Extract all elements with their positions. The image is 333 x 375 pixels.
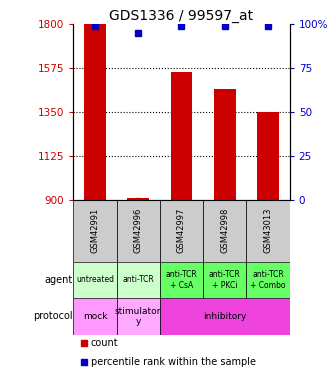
Bar xyxy=(127,198,149,200)
Text: anti-TCR: anti-TCR xyxy=(122,276,154,285)
Text: mock: mock xyxy=(83,312,107,321)
Text: GSM42996: GSM42996 xyxy=(134,208,143,254)
Bar xyxy=(160,298,290,335)
Text: agent: agent xyxy=(44,275,72,285)
Bar xyxy=(117,298,160,335)
Bar xyxy=(73,298,117,335)
Bar xyxy=(84,24,106,200)
Bar xyxy=(73,200,117,262)
Bar xyxy=(246,262,290,298)
Text: percentile rank within the sample: percentile rank within the sample xyxy=(91,357,255,367)
Title: GDS1336 / 99597_at: GDS1336 / 99597_at xyxy=(110,9,253,23)
Bar xyxy=(214,89,236,200)
Text: GSM43013: GSM43013 xyxy=(263,208,273,254)
Bar xyxy=(73,262,117,298)
Bar xyxy=(117,200,160,262)
Bar xyxy=(257,112,279,200)
Bar xyxy=(203,200,246,262)
Bar xyxy=(160,200,203,262)
Text: untreated: untreated xyxy=(76,276,114,285)
Text: GSM42998: GSM42998 xyxy=(220,208,229,254)
Bar xyxy=(203,262,246,298)
Text: anti-TCR
+ CsA: anti-TCR + CsA xyxy=(166,270,197,290)
Bar xyxy=(160,262,203,298)
Text: protocol: protocol xyxy=(33,312,72,321)
Text: anti-TCR
+ PKCi: anti-TCR + PKCi xyxy=(209,270,241,290)
Text: GSM42991: GSM42991 xyxy=(90,208,100,253)
Text: GSM42997: GSM42997 xyxy=(177,208,186,254)
Text: anti-TCR
+ Combo: anti-TCR + Combo xyxy=(250,270,286,290)
Text: count: count xyxy=(91,338,118,348)
Bar xyxy=(117,262,160,298)
Text: stimulator
y: stimulator y xyxy=(115,307,162,326)
Bar xyxy=(170,72,192,200)
Text: inhibitory: inhibitory xyxy=(203,312,246,321)
Bar xyxy=(246,200,290,262)
